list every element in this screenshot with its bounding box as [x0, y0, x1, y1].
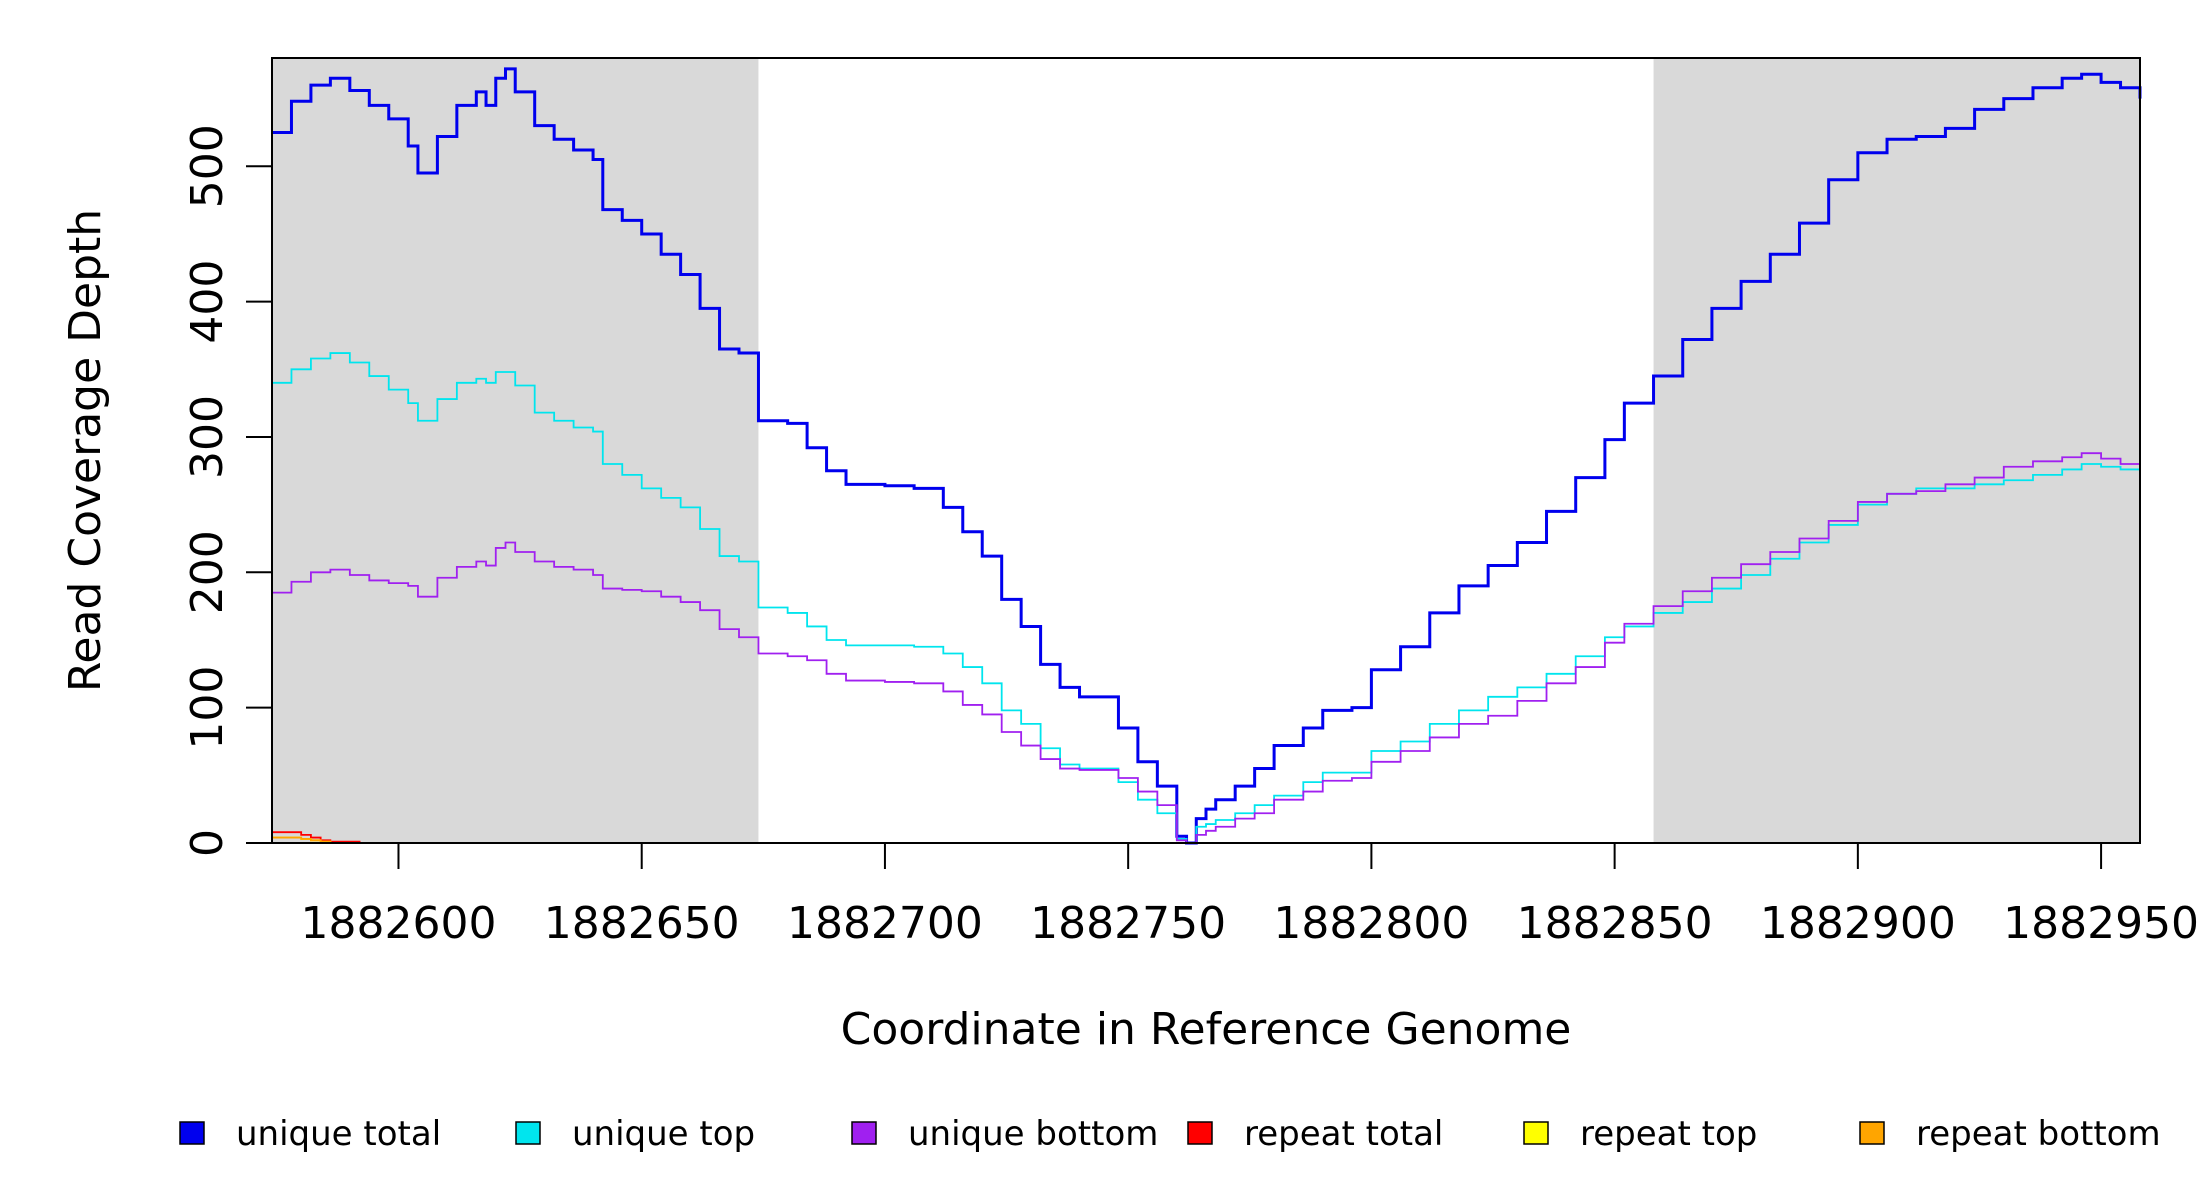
x-tick-label: 1882800: [1273, 898, 1469, 949]
legend-swatch-unique-top: [515, 1121, 541, 1145]
legend-swatch-repeat-bottom: [1859, 1121, 1885, 1145]
series-line-unique-top: [272, 352, 2141, 844]
shaded-region-0: [272, 58, 759, 843]
legend-label-unique-bottom: unique bottom: [908, 1114, 1158, 1154]
legend-swatch-unique-total: [179, 1121, 205, 1145]
legend-swatch-unique-bottom: [851, 1121, 877, 1145]
legend-label-repeat-bottom: repeat bottom: [1916, 1114, 2161, 1154]
x-tick-label: 1882750: [1030, 898, 1226, 949]
y-tick-label: 500: [182, 124, 233, 208]
x-axis: 1882600 1882650 1882700 1882750 1882800 18828…: [300, 843, 2199, 949]
series-lines: [272, 67, 2142, 845]
y-axis-title: Read Coverage Depth: [60, 209, 111, 692]
plot-frame: [271, 57, 2141, 844]
x-tick-label: 1882850: [1517, 898, 1713, 949]
legend-swatch-repeat-total: [1187, 1121, 1213, 1145]
x-tick-label: 1882900: [1760, 898, 1956, 949]
y-tick-label: 0: [182, 829, 233, 857]
legend-label-unique-total: unique total: [236, 1114, 441, 1154]
x-tick-label: 1882600: [300, 898, 496, 949]
y-axis: 0 100 200 300 400 500: [182, 124, 272, 857]
series-line-unique-bottom: [272, 452, 2141, 844]
y-tick-label: 400: [182, 260, 233, 344]
y-tick-label: 300: [182, 395, 233, 479]
shaded-region-1: [1653, 58, 2140, 843]
x-tick-label: 1882650: [544, 898, 740, 949]
x-tick-label: 1882700: [787, 898, 983, 949]
series-line-repeat-total: [272, 831, 2140, 844]
y-tick-label: 200: [182, 530, 233, 614]
shaded-regions: [272, 58, 2140, 843]
legend-label-repeat-total: repeat total: [1244, 1114, 1443, 1154]
legend: unique total unique top unique bottom repea…: [179, 1114, 2161, 1154]
legend-swatch-repeat-top: [1523, 1121, 1549, 1145]
x-axis-title: Coordinate in Reference Genome: [841, 1004, 1572, 1055]
y-tick-label: 100: [182, 666, 233, 750]
legend-label-unique-top: unique top: [572, 1114, 755, 1154]
x-tick-label: 1882950: [2003, 898, 2199, 949]
legend-label-repeat-top: repeat top: [1580, 1114, 1757, 1154]
series-line-unique-total: [272, 67, 2142, 845]
